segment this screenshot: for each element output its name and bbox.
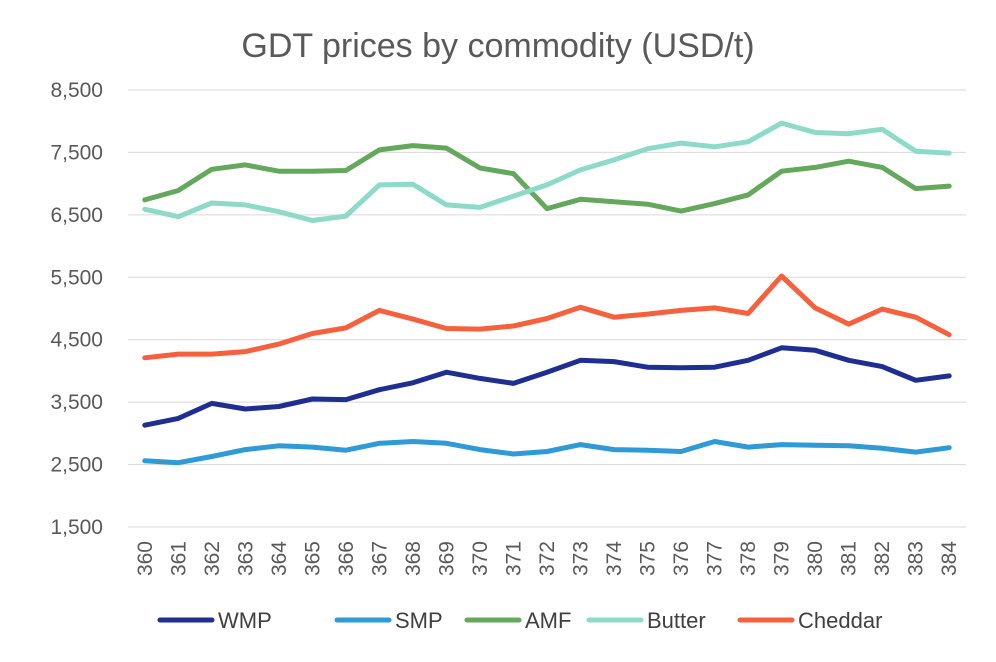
- y-tick-label: 5,500: [50, 266, 103, 289]
- series-line-cheddar: [142, 273, 952, 361]
- x-tick-label: 374: [603, 541, 626, 576]
- x-tick-label: 362: [201, 541, 224, 576]
- x-tick-label: 370: [469, 541, 492, 576]
- x-tick-label: 382: [871, 541, 894, 576]
- x-tick-label: 376: [670, 541, 693, 576]
- x-tick-label: 375: [637, 541, 660, 576]
- legend-label-amf: AMF: [525, 608, 571, 633]
- gridlines: [128, 89, 966, 528]
- series-line-wmp: [142, 345, 952, 428]
- chart-title: GDT prices by commodity (USD/t): [241, 27, 754, 65]
- y-tick-label: 6,500: [50, 204, 103, 227]
- series-lines: [142, 120, 952, 466]
- series-line-smp: [142, 439, 952, 466]
- x-axis-tick-labels: 360 361 362 363 364 365 366 367 368 369 370 371 372 3…: [134, 541, 961, 576]
- y-tick-label: 8,500: [50, 79, 103, 102]
- x-tick-label: 379: [771, 541, 794, 576]
- legend-label-butter: Butter: [647, 608, 706, 633]
- y-tick-label: 4,500: [50, 329, 103, 352]
- x-tick-label: 367: [368, 541, 391, 576]
- legend-label-wmp: WMP: [218, 608, 272, 633]
- x-tick-label: 377: [704, 541, 727, 576]
- x-tick-label: 383: [905, 541, 928, 576]
- y-tick-label: 3,500: [50, 391, 103, 414]
- x-tick-label: 380: [804, 541, 827, 576]
- x-tick-label: 363: [234, 541, 257, 576]
- x-tick-label: 372: [536, 541, 559, 576]
- x-tick-label: 361: [167, 541, 190, 576]
- x-tick-label: 364: [268, 541, 291, 576]
- x-tick-label: 369: [435, 541, 458, 576]
- x-tick-label: 366: [335, 541, 358, 576]
- y-tick-label: 2,500: [50, 454, 103, 477]
- x-tick-label: 381: [838, 541, 861, 576]
- x-tick-label: 378: [737, 541, 760, 576]
- legend-label-cheddar: Cheddar: [798, 608, 882, 633]
- x-tick-label: 373: [570, 541, 593, 576]
- x-tick-label: 365: [301, 541, 324, 576]
- legend-label-smp: SMP: [395, 608, 443, 633]
- x-tick-label: 384: [938, 541, 961, 576]
- x-tick-label: 371: [502, 541, 525, 576]
- series-line-butter: [142, 120, 952, 223]
- x-tick-label: 368: [402, 541, 425, 576]
- y-tick-label: 7,500: [50, 141, 103, 164]
- y-axis-tick-labels: 1,500 2,500 3,500 4,500 5,500 6,500 7,500 8,500: [50, 79, 103, 539]
- x-tick-label: 360: [134, 541, 157, 576]
- series-line-amf: [142, 143, 952, 214]
- legend: WMP SMP AMF Butter Cheddar: [157, 608, 882, 633]
- y-tick-label: 1,500: [50, 516, 103, 539]
